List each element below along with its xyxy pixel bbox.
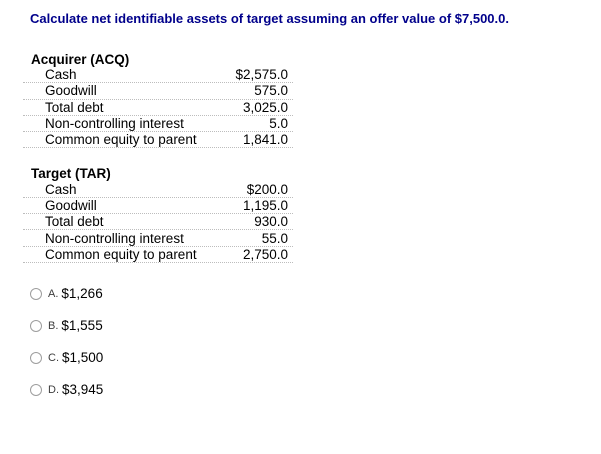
option-value: $1,266 — [61, 286, 103, 302]
radio-button-b[interactable] — [30, 319, 42, 332]
option-value: $1,500 — [62, 350, 104, 366]
radio-button-d[interactable] — [30, 383, 42, 396]
table-row-acquirer-cash: Cash $2,575.0 — [23, 67, 293, 84]
option-letter: D. — [48, 383, 59, 396]
table-row-target-nci: Non-controlling interest 55.0 — [23, 230, 293, 247]
row-value: 1,841.0 — [242, 132, 288, 148]
target-table: Target (TAR) Cash $200.0 Goodwill 1,195.… — [23, 166, 293, 263]
option-letter: C. — [48, 351, 59, 364]
option-c[interactable]: C. $1,500 — [30, 350, 601, 366]
row-label: Cash — [45, 181, 77, 197]
row-value: 575.0 — [254, 83, 288, 99]
answer-options: A. $1,266 B. $1,555 C. $1,500 D. $3,945 — [30, 286, 601, 398]
row-value: 930.0 — [254, 214, 288, 230]
row-label: Common equity to parent — [45, 246, 197, 262]
table-row-acquirer-goodwill: Goodwill 575.0 — [23, 83, 293, 100]
option-letter: A. — [48, 287, 59, 300]
row-label: Goodwill — [45, 197, 97, 213]
row-value: 1,195.0 — [242, 197, 288, 213]
option-value: $1,555 — [61, 318, 103, 334]
acquirer-table: Acquirer (ACQ) Cash $2,575.0 Goodwill 57… — [23, 52, 293, 149]
table-row-acquirer-total-debt: Total debt 3,025.0 — [23, 100, 293, 116]
radio-button-c[interactable] — [30, 351, 42, 364]
option-letter: B. — [48, 319, 59, 332]
row-label: Cash — [45, 67, 77, 83]
option-b[interactable]: B. $1,555 — [30, 318, 601, 334]
row-label: Total debt — [45, 214, 104, 230]
row-label: Common equity to parent — [45, 132, 197, 148]
row-value: $2,575.0 — [235, 67, 288, 83]
option-a[interactable]: A. $1,266 — [30, 286, 601, 302]
row-value: 2,750.0 — [242, 246, 288, 262]
row-value: 5.0 — [269, 116, 288, 132]
row-value: $200.0 — [246, 181, 288, 197]
target-section-header: Target (TAR) — [31, 166, 111, 182]
row-label: Non-controlling interest — [45, 230, 184, 246]
table-row-target-common-equity: Common equity to parent 2,750.0 — [23, 247, 293, 263]
option-d[interactable]: D. $3,945 — [30, 382, 601, 398]
row-label: Total debt — [45, 99, 104, 115]
row-value: 3,025.0 — [242, 99, 288, 115]
table-row-target-total-debt: Total debt 930.0 — [23, 214, 293, 231]
question-text: Calculate net identifiable assets of tar… — [30, 11, 509, 26]
row-value: 55.0 — [261, 230, 288, 246]
table-row-target-cash: Cash $200.0 — [23, 181, 293, 198]
acquirer-section-header: Acquirer (ACQ) — [31, 52, 130, 67]
table-row-acquirer-nci: Non-controlling interest 5.0 — [23, 116, 293, 133]
row-label: Non-controlling interest — [45, 116, 184, 132]
radio-button-a[interactable] — [30, 287, 42, 300]
option-value: $3,945 — [62, 382, 104, 398]
table-row-target-goodwill: Goodwill 1,195.0 — [23, 197, 293, 215]
table-row-acquirer-common-equity: Common equity to parent 1,841.0 — [23, 132, 293, 149]
row-label: Goodwill — [45, 83, 97, 99]
